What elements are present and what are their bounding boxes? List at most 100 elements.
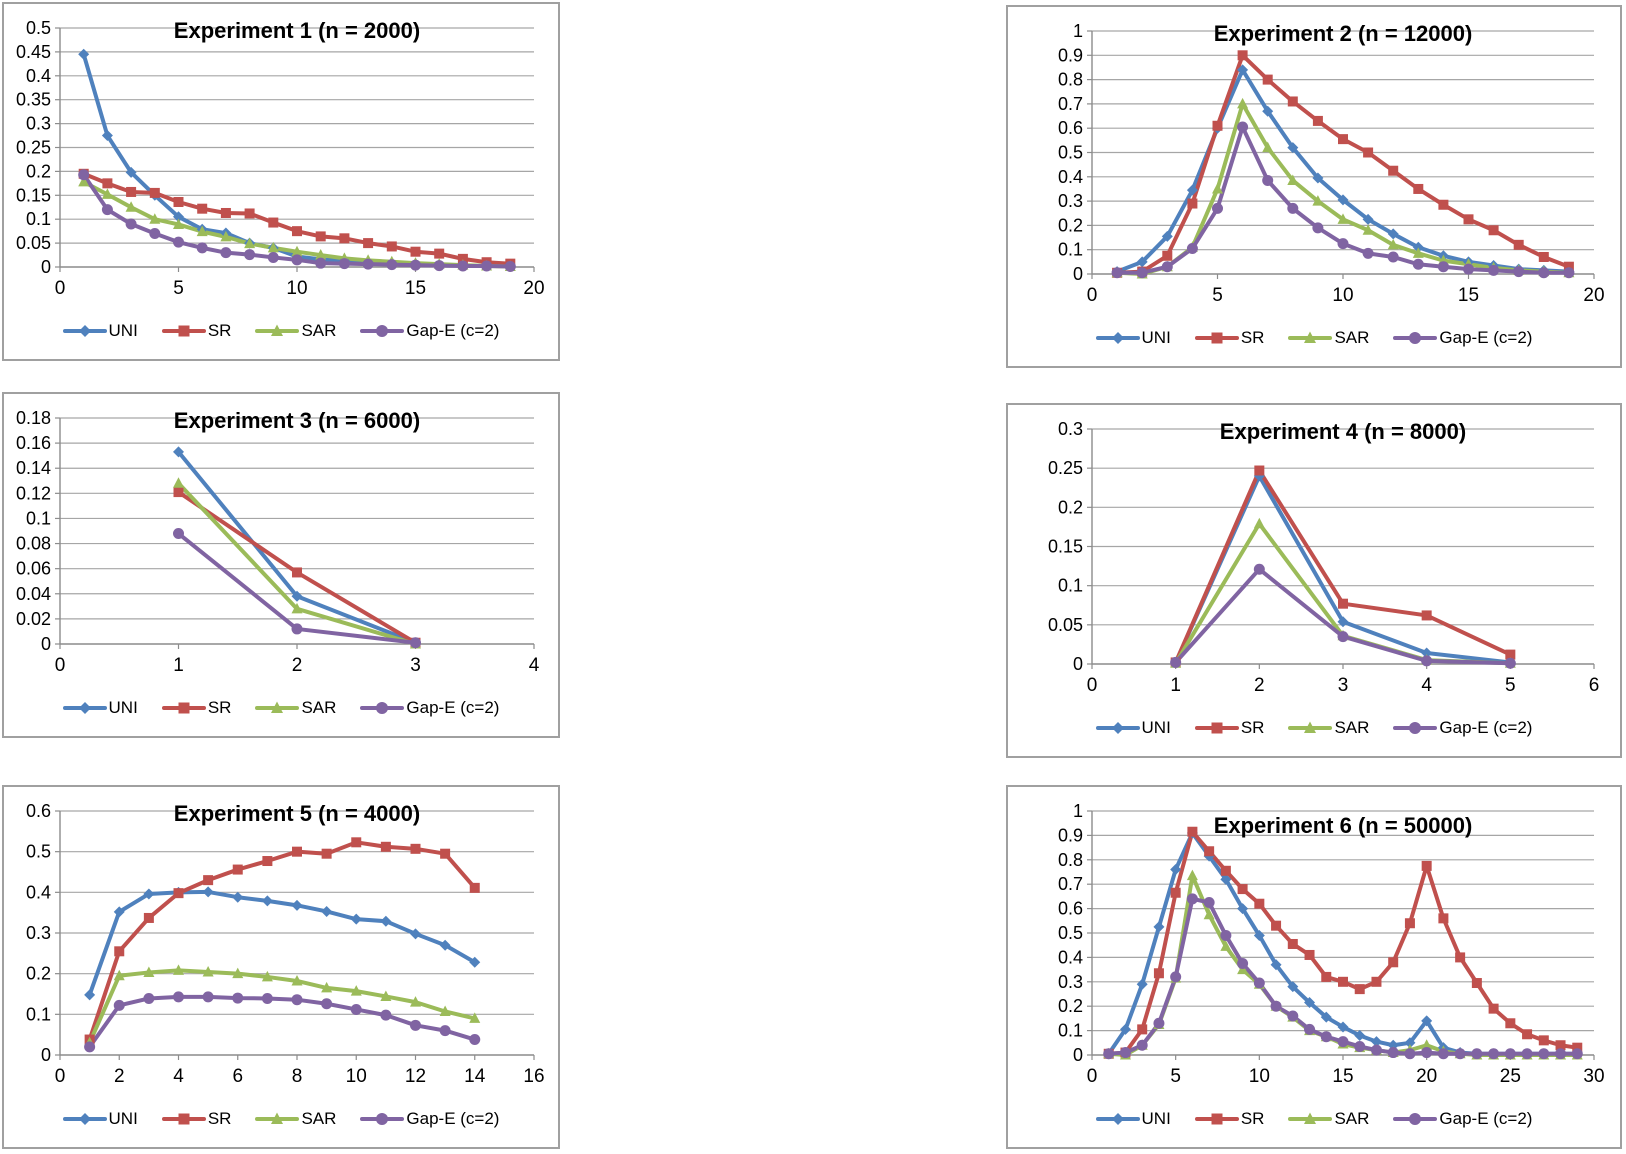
- triangle-marker-icon: [1288, 1112, 1333, 1124]
- circle-marker-icon: [360, 1113, 405, 1125]
- svg-text:12: 12: [405, 1066, 426, 1087]
- svg-text:0.5: 0.5: [1058, 923, 1083, 943]
- square-marker-icon: [1194, 1113, 1239, 1125]
- legend-label: SR: [207, 698, 232, 717]
- legend-label: Gap-E (c=2): [406, 321, 500, 340]
- legend-label: Gap-E (c=2): [1439, 1109, 1533, 1128]
- svg-text:0.45: 0.45: [16, 42, 51, 62]
- legend-label: Gap-E (c=2): [406, 1109, 500, 1128]
- diamond-marker-icon: [1095, 1113, 1140, 1125]
- svg-text:2: 2: [1254, 675, 1265, 696]
- svg-text:0.1: 0.1: [26, 508, 51, 528]
- legend-item-uni: UNI: [62, 321, 138, 341]
- legend-item-sr: SR: [1194, 328, 1265, 348]
- svg-text:10: 10: [1332, 285, 1353, 306]
- legend-item-sr: SR: [161, 1109, 232, 1129]
- experiment-3-legend: UNI SR SAR Gap-E (c=2): [4, 698, 558, 718]
- svg-text:10: 10: [346, 1066, 367, 1087]
- circle-marker-icon: [1393, 1113, 1438, 1125]
- legend-item-sar: SAR: [255, 698, 336, 718]
- svg-text:0.04: 0.04: [16, 584, 51, 604]
- svg-text:5: 5: [1170, 1066, 1181, 1087]
- experiment-5-title: Experiment 5 (n = 4000): [173, 801, 421, 826]
- experiment-1-title: Experiment 1 (n = 2000): [173, 18, 421, 43]
- svg-text:1: 1: [1073, 801, 1083, 821]
- legend-item-sar: SAR: [1288, 1109, 1369, 1129]
- svg-text:0.4: 0.4: [26, 66, 51, 86]
- svg-text:0.3: 0.3: [1058, 972, 1083, 992]
- experiment-1-legend: UNI SR SAR Gap-E (c=2): [4, 321, 558, 341]
- svg-text:8: 8: [292, 1066, 303, 1087]
- legend-label: UNI: [108, 698, 138, 717]
- legend-item-uni: UNI: [62, 698, 138, 718]
- experiment-4-plot: 0 0.05 0.1 0.15 0.2 0.25 0.3 0 1 2 3 4 5 6: [1048, 419, 1599, 696]
- svg-text:0.3: 0.3: [1058, 419, 1083, 439]
- svg-text:0.06: 0.06: [16, 559, 51, 579]
- svg-text:0: 0: [55, 655, 66, 676]
- legend-label: SAR: [301, 321, 337, 340]
- legend-label: SAR: [1334, 1109, 1370, 1128]
- experiment-2-panel: Experiment 2 (n = 12000) 0 0.1 0.2 0.3 0.4 0.…: [1006, 5, 1622, 368]
- svg-text:4: 4: [173, 1066, 184, 1087]
- experiment-5-legend: UNI SR SAR Gap-E (c=2): [4, 1109, 558, 1129]
- svg-text:0: 0: [1087, 675, 1098, 696]
- legend-label: UNI: [1141, 1109, 1171, 1128]
- legend-label: SAR: [301, 1109, 337, 1128]
- legend-label: SAR: [1334, 718, 1370, 737]
- svg-text:0.05: 0.05: [1048, 615, 1083, 635]
- svg-text:15: 15: [1458, 285, 1479, 306]
- svg-text:0.7: 0.7: [1058, 874, 1083, 894]
- diamond-marker-icon: [62, 1113, 107, 1125]
- experiment-1-plot: 0 0.05 0.1 0.15 0.2 0.25 0.3 0.35 0.4 0.45 0.5 0 5 10…: [16, 18, 545, 299]
- svg-text:0: 0: [55, 278, 66, 299]
- diamond-marker-icon: [1095, 722, 1140, 734]
- legend-label: Gap-E (c=2): [1439, 328, 1533, 347]
- legend-item-gap-e-c-2: Gap-E (c=2): [360, 321, 499, 341]
- svg-text:0.8: 0.8: [1058, 70, 1083, 90]
- experiment-1-panel: Experiment 1 (n = 2000) 0 0.05 0.1 0.15 0.2 0…: [2, 2, 560, 361]
- svg-text:0.15: 0.15: [1048, 537, 1083, 557]
- legend-item-gap-e-c-2: Gap-E (c=2): [1393, 718, 1532, 738]
- diamond-marker-icon: [1095, 332, 1140, 344]
- square-marker-icon: [161, 325, 206, 337]
- svg-text:0.2: 0.2: [26, 964, 51, 984]
- svg-text:0.16: 0.16: [16, 433, 51, 453]
- experiment-2-plot: 00.10.20.30.40.50.60.70.80.910 5 10 15 20: [1058, 21, 1605, 306]
- svg-text:0: 0: [1073, 1045, 1083, 1065]
- diamond-marker-icon: [62, 325, 107, 337]
- experiment-2-title: Experiment 2 (n = 12000): [1213, 21, 1473, 46]
- svg-text:0.6: 0.6: [1058, 118, 1083, 138]
- svg-text:0.2: 0.2: [26, 161, 51, 181]
- svg-text:0.25: 0.25: [1048, 458, 1083, 478]
- circle-marker-icon: [1393, 332, 1438, 344]
- legend-label: Gap-E (c=2): [406, 698, 500, 717]
- svg-text:5: 5: [1505, 675, 1516, 696]
- legend-item-sr: SR: [1194, 1109, 1264, 1129]
- legend-item-sr: SR: [161, 321, 231, 341]
- svg-text:2: 2: [114, 1066, 125, 1087]
- legend-item-uni: UNI: [1095, 328, 1171, 348]
- legend-label: UNI: [108, 1109, 138, 1128]
- legend-item-uni: UNI: [1095, 1109, 1171, 1129]
- legend-label: SR: [207, 1109, 232, 1128]
- experiment-4-title: Experiment 4 (n = 8000): [1219, 419, 1467, 444]
- svg-text:0.15: 0.15: [16, 185, 51, 205]
- svg-text:0.1: 0.1: [26, 1004, 51, 1024]
- legend-item-gap-e-c-2: Gap-E (c=2): [1393, 1109, 1532, 1129]
- svg-text:0.6: 0.6: [1058, 899, 1083, 919]
- legend-label: SR: [1240, 328, 1265, 347]
- svg-text:0.7: 0.7: [1058, 94, 1083, 114]
- svg-text:5: 5: [173, 278, 184, 299]
- svg-text:0: 0: [41, 257, 51, 277]
- svg-text:0.9: 0.9: [1058, 825, 1083, 845]
- svg-text:2: 2: [292, 655, 303, 676]
- legend-label: SR: [1240, 718, 1265, 737]
- experiment-6-legend: UNI SR SAR Gap-E (c=2): [1008, 1109, 1620, 1129]
- svg-text:0.4: 0.4: [26, 882, 51, 902]
- experiment-4-panel: Experiment 4 (n = 8000) 0 0.05 0.1 0.15 0.2 0…: [1006, 403, 1622, 758]
- svg-text:0: 0: [1087, 285, 1098, 306]
- experiment-6-plot: 00.10.20.30.40.50.60.70.80.910 5 10 15 20 25 3…: [1058, 801, 1605, 1087]
- svg-text:1: 1: [1170, 675, 1181, 696]
- legend-label: Gap-E (c=2): [1439, 718, 1533, 737]
